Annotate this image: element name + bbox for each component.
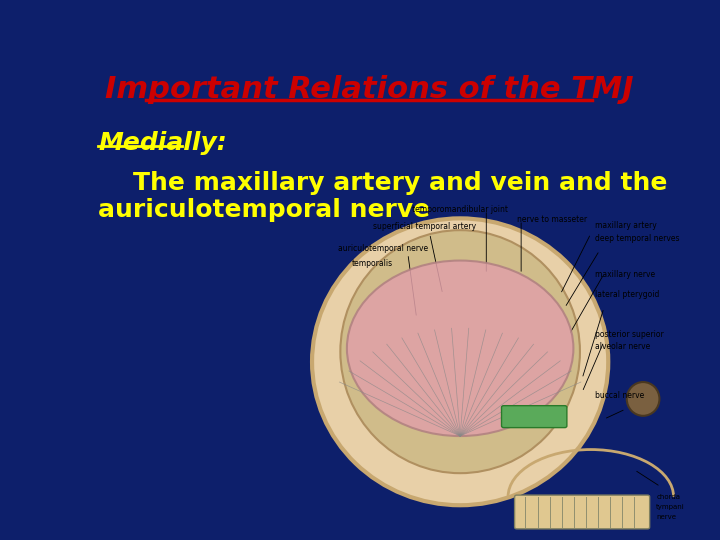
FancyBboxPatch shape — [515, 495, 649, 529]
Text: nerve: nerve — [656, 514, 676, 520]
Text: chorda: chorda — [656, 494, 680, 500]
Text: superficial temporal artery: superficial temporal artery — [373, 222, 476, 231]
Text: tympani: tympani — [656, 504, 685, 510]
Text: alveolar nerve: alveolar nerve — [595, 342, 650, 351]
Ellipse shape — [341, 230, 580, 473]
Text: maxillary nerve: maxillary nerve — [595, 269, 655, 279]
Text: auriculotemporal nerve: auriculotemporal nerve — [338, 244, 428, 253]
Text: temporalis: temporalis — [351, 259, 392, 268]
FancyBboxPatch shape — [502, 406, 567, 428]
Ellipse shape — [312, 218, 608, 505]
Text: temporomandibular joint: temporomandibular joint — [412, 205, 508, 214]
Ellipse shape — [627, 382, 660, 416]
Text: Medially:: Medially: — [99, 131, 227, 156]
Text: nerve to masseter: nerve to masseter — [517, 215, 587, 224]
Text: buccal nerve: buccal nerve — [595, 391, 644, 400]
Circle shape — [347, 260, 573, 436]
Text: Important Relations of the TMJ: Important Relations of the TMJ — [104, 75, 634, 104]
Text: The maxillary artery and vein and the: The maxillary artery and vein and the — [99, 171, 667, 195]
Text: deep temporal nerves: deep temporal nerves — [595, 234, 680, 243]
Text: auriculotemporal nerve: auriculotemporal nerve — [99, 198, 431, 222]
Text: lateral pterygoid: lateral pterygoid — [595, 290, 660, 299]
Text: posterior superior: posterior superior — [595, 330, 664, 339]
Text: maxillary artery: maxillary artery — [595, 221, 657, 230]
